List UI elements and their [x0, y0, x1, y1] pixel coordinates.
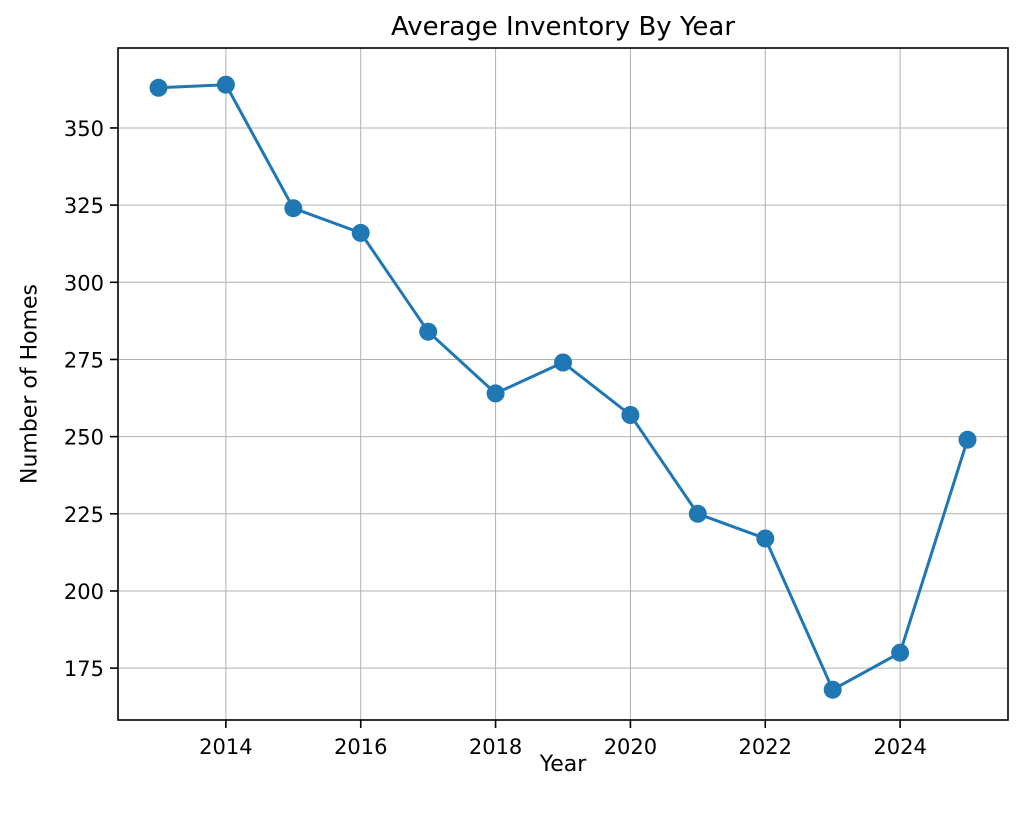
- x-tick-label: 2014: [199, 735, 252, 759]
- y-tick-label: 225: [64, 503, 104, 527]
- data-point: [958, 430, 977, 449]
- x-tick-label: 2024: [873, 735, 926, 759]
- x-tick-label: 2020: [604, 735, 657, 759]
- chart-title: Average Inventory By Year: [390, 12, 736, 42]
- y-tick-label: 275: [64, 348, 104, 372]
- data-point: [149, 78, 168, 97]
- x-tick-label: 2022: [739, 735, 792, 759]
- y-tick-label: 200: [64, 580, 104, 604]
- x-axis-label: Year: [539, 752, 587, 777]
- y-tick-label: 300: [64, 271, 104, 295]
- data-point: [891, 643, 910, 662]
- axes-spines: [117, 47, 1009, 721]
- data-point: [554, 353, 572, 372]
- data-point: [486, 384, 505, 403]
- x-tick-label: 2016: [334, 735, 387, 759]
- y-tick-label: 350: [64, 117, 104, 141]
- data-point: [216, 75, 235, 94]
- data-point: [351, 223, 370, 242]
- data-point: [688, 504, 707, 523]
- data-point: [823, 680, 842, 699]
- x-tick-label: 2018: [469, 735, 522, 759]
- data-point: [419, 322, 438, 341]
- data-point: [284, 199, 303, 218]
- data-point: [621, 406, 640, 424]
- y-axis-label: Number of Homes: [17, 284, 43, 484]
- data-line: [157, 83, 969, 692]
- y-tick-label: 250: [64, 426, 104, 450]
- y-tick-label: 325: [64, 194, 104, 218]
- y-tick-label: 175: [64, 657, 104, 681]
- data-point: [756, 529, 775, 548]
